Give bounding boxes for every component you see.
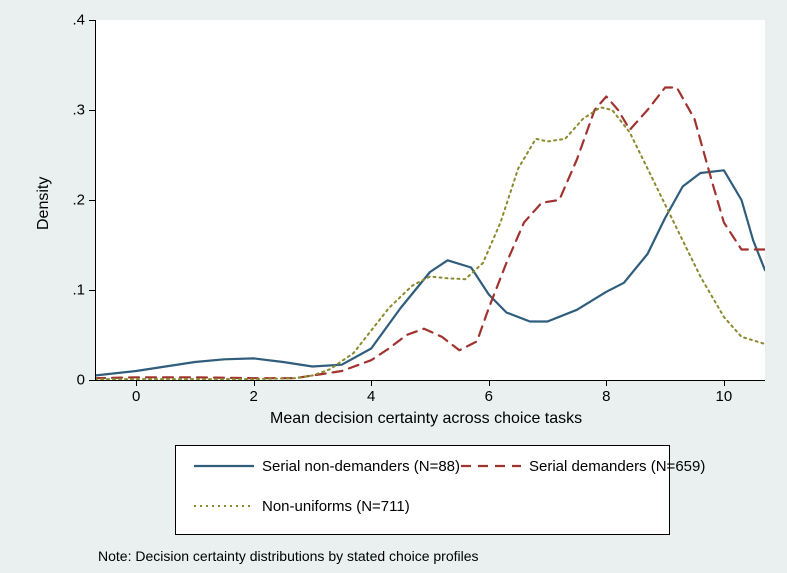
x-axis-line — [95, 380, 765, 381]
legend-swatch — [194, 454, 254, 478]
x-axis-title: Mean decision certainty across choice ta… — [270, 410, 582, 428]
legend-item-serial-demanders: Serial demanders (N=659) — [461, 454, 705, 478]
y-tick-label: .1 — [72, 282, 85, 299]
series-serial-demanders — [95, 88, 765, 379]
y-axis-line — [95, 20, 96, 380]
x-tick-label: 6 — [485, 388, 493, 405]
legend-item-serial-non-demanders: Serial non-demanders (N=88) — [194, 454, 460, 478]
x-tick-label: 2 — [250, 388, 258, 405]
legend-item-non-uniforms: Non-uniforms (N=711) — [194, 494, 410, 518]
y-tick-label: .3 — [72, 102, 85, 119]
series-non-uniforms — [95, 107, 765, 379]
x-tick-label: 0 — [132, 388, 140, 405]
series-serial-non-demanders — [95, 170, 765, 375]
legend-swatch — [461, 454, 521, 478]
x-tick-label: 4 — [367, 388, 375, 405]
legend-label: Serial demanders (N=659) — [529, 458, 705, 475]
legend-swatch — [194, 494, 254, 518]
plot-area — [95, 20, 765, 380]
x-tick-label: 10 — [716, 388, 733, 405]
legend-label: Serial non-demanders (N=88) — [262, 458, 460, 475]
chart-note: Note: Decision certainty distributions b… — [98, 548, 479, 564]
y-tick-label: .4 — [72, 12, 85, 29]
x-tick-label: 8 — [602, 388, 610, 405]
legend-label: Non-uniforms (N=711) — [262, 498, 410, 515]
y-axis-title: Density — [35, 177, 53, 230]
density-lines-svg — [95, 20, 765, 380]
y-tick-label: 0 — [77, 372, 85, 389]
y-tick-label: .2 — [72, 192, 85, 209]
chart-container: 0 2 4 6 8 10 0 .1 .2 .3 .4 Mean decision certaint… — [0, 0, 787, 573]
legend: Serial non-demanders (N=88)Serial demand… — [175, 445, 670, 535]
